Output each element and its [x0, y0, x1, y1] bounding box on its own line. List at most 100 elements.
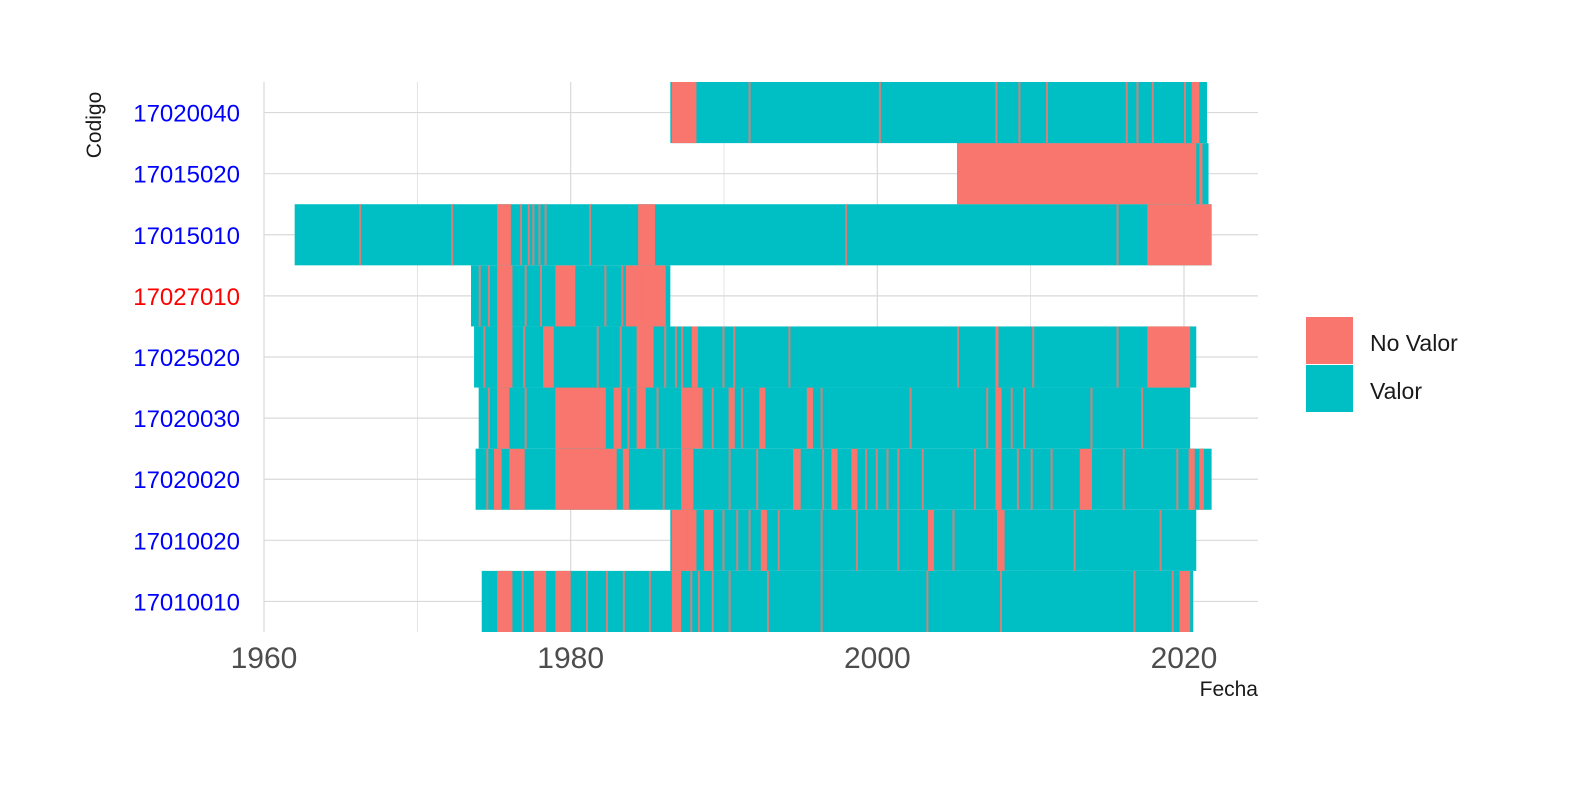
- bar-gap-17020040: [1151, 82, 1154, 144]
- bar-no-valor-17025020: [636, 326, 654, 388]
- legend: No Valor Valor: [1306, 317, 1458, 412]
- bar-gap-17020040: [1136, 82, 1139, 144]
- bar-gap-17010020: [820, 509, 823, 571]
- bar-gap-17010010: [1000, 570, 1002, 632]
- bar-gap-17020030: [820, 387, 823, 449]
- y-tick-label: 17020040: [133, 101, 240, 128]
- bar-gap-17010010: [1171, 570, 1174, 632]
- bar-gap-17020020: [1176, 448, 1179, 510]
- bar-no-valor-17020030: [681, 387, 703, 449]
- y-tick-label: 17020020: [133, 467, 240, 494]
- bar-gap-17020030: [487, 387, 490, 449]
- bar-no-valor-17020030: [728, 387, 735, 449]
- bar-no-valor-17010010: [1179, 570, 1191, 632]
- bar-no-valor-17025020: [543, 326, 554, 388]
- bar-no-valor-17010010: [671, 570, 682, 632]
- bar-gap-17020040: [995, 82, 998, 144]
- bar-no-valor-17025020: [1147, 326, 1191, 388]
- bar-no-valor-17020020: [1199, 448, 1204, 510]
- bar-gap-17010020: [897, 509, 900, 571]
- bar-valor-17010010: [481, 570, 1194, 632]
- bar-gap-17027010: [524, 265, 527, 327]
- bar-no-valor-17015010: [497, 204, 511, 266]
- bar-gap-17020020: [875, 448, 878, 510]
- y-tick-label: 17020030: [133, 406, 240, 433]
- bar-gap-17010010: [926, 570, 929, 632]
- bar-gap-17020030: [1023, 387, 1025, 449]
- bar-no-valor-17010020: [927, 509, 935, 571]
- y-tick-label: 17025020: [133, 345, 240, 372]
- bar-no-valor-17025020: [995, 326, 999, 388]
- bar-gap-17015010: [845, 204, 848, 266]
- bar-no-valor-17010020: [996, 509, 1005, 571]
- y-axis-title: Codigo: [83, 92, 106, 159]
- legend-label-valor: Valor: [1370, 378, 1422, 404]
- bar-gap-17010020: [777, 509, 780, 571]
- bar-gap-17025020: [788, 326, 791, 388]
- legend-label-no-valor: No Valor: [1370, 330, 1458, 356]
- y-tick-label: 17010020: [133, 528, 240, 555]
- bar-no-valor-17020030: [995, 387, 1002, 449]
- bar-no-valor-17020020: [995, 448, 1002, 510]
- bar-gap-17020020: [973, 448, 976, 510]
- bar-gap-17010010: [521, 570, 524, 632]
- bar-gap-17020030: [909, 387, 912, 449]
- x-tick-label: 1960: [231, 642, 298, 675]
- bar-gap-17010020: [722, 509, 725, 571]
- bar-gap-17020040: [1018, 82, 1021, 144]
- bar-no-valor-17010010: [497, 570, 513, 632]
- bar-no-valor-17020020: [851, 448, 858, 510]
- bar-gap-17025020: [664, 326, 667, 388]
- bar-gap-17015010: [544, 204, 547, 266]
- bar-gap-17025020: [1116, 326, 1119, 388]
- bar-valor-17015010: [294, 204, 1212, 266]
- bar-gap-17020030: [740, 387, 743, 449]
- bar-no-valor-17027010: [555, 265, 576, 327]
- bar-no-valor-17010020: [704, 509, 714, 571]
- bar-gap-17027010: [621, 265, 624, 327]
- x-tick-label: 2020: [1151, 642, 1218, 675]
- bar-gap-17020030: [524, 387, 527, 449]
- bar-no-valor-17020030: [497, 387, 510, 449]
- bar-gap-17025020: [596, 326, 599, 388]
- bar-no-valor-17020040: [671, 82, 697, 144]
- bar-no-valor-17020020: [1188, 448, 1195, 510]
- bar-gap-17020030: [656, 387, 659, 449]
- bar-no-valor-17027010: [625, 265, 666, 327]
- bar-gap-17015010: [1116, 204, 1119, 266]
- bar-gap-17027010: [487, 265, 490, 327]
- bar-gap-17015010: [538, 204, 541, 266]
- bar-gap-17025020: [722, 326, 725, 388]
- y-tick-label: 17010010: [133, 589, 240, 616]
- bar-gap-17020040: [1184, 82, 1186, 144]
- bar-gap-17020020: [897, 448, 900, 510]
- bar-gap-17015010: [589, 204, 592, 266]
- bar-gap-17010020: [855, 509, 858, 571]
- bar-gap-17015010: [532, 204, 535, 266]
- bar-gap-17025020: [957, 326, 960, 388]
- bar-gap-17010010: [690, 570, 693, 632]
- bar-gap-17020040: [748, 82, 751, 144]
- x-tick-label: 2000: [844, 642, 911, 675]
- bar-gap-17020020: [662, 448, 665, 510]
- bar-gap-17010010: [648, 570, 651, 632]
- bar-gap-17020020: [921, 448, 924, 510]
- bar-valor-17020040: [670, 82, 1207, 144]
- bar-gap-17020020: [1050, 448, 1053, 510]
- bar-gap-17010020: [748, 509, 751, 571]
- bar-gap-17010010: [622, 570, 625, 632]
- bar-gap-17010010: [1133, 570, 1136, 632]
- bar-no-valor-17010020: [760, 509, 767, 571]
- bar-gap-17010010: [711, 570, 714, 632]
- bar-no-valor-17020030: [555, 387, 606, 449]
- bar-no-valor-17020030: [613, 387, 622, 449]
- bar-gap-17020040: [1046, 82, 1048, 144]
- bar-gap-17025020: [733, 326, 736, 388]
- x-tick-labels: 1960 1980 2000 2020: [231, 642, 1218, 675]
- bar-gap-17027010: [478, 265, 481, 327]
- bar-gap-17010010: [586, 570, 588, 632]
- bar-no-valor-17020020: [1079, 448, 1092, 510]
- bar-gap-17015010: [451, 204, 454, 266]
- bar-gap-17010010: [605, 570, 608, 632]
